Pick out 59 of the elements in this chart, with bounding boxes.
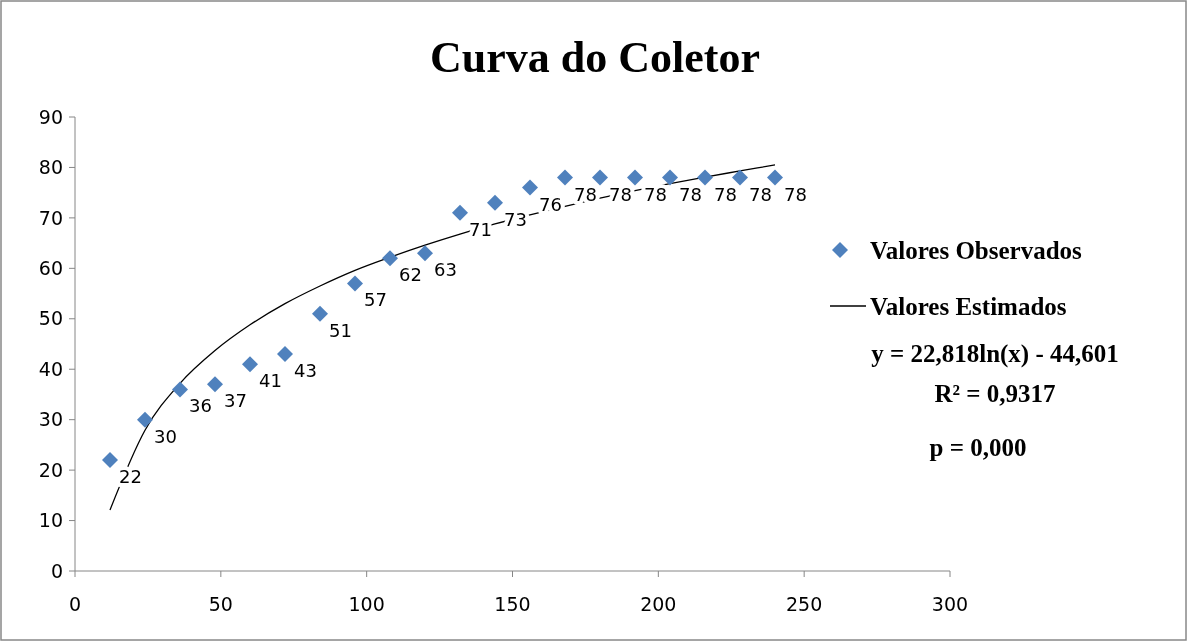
point: [137, 411, 153, 428]
data-label: 63: [434, 259, 457, 281]
y-tick-label: 70: [38, 206, 63, 229]
x-tick-label: 200: [640, 593, 677, 615]
point: [732, 169, 748, 186]
data-label: 30: [154, 425, 177, 447]
y-tick-label: 10: [38, 509, 63, 532]
annotation: R² = 0,9317: [934, 380, 1056, 407]
annotation: p = 0,000: [929, 434, 1027, 461]
point: [662, 169, 678, 186]
point: [627, 169, 643, 186]
point: [522, 179, 538, 196]
y-tick-label: 20: [38, 458, 63, 481]
point: [417, 245, 433, 262]
y-tick-label: 40: [38, 357, 63, 380]
x-tick-label: 50: [208, 593, 233, 615]
y-tick-label: 90: [38, 105, 63, 128]
chart-title: Curva do Coletor: [430, 33, 760, 82]
y-tick-label: 0: [50, 559, 63, 582]
data-label: 78: [784, 183, 807, 205]
point: [487, 194, 503, 211]
annotation: y = 22,818ln(x) - 44,601: [871, 340, 1119, 368]
y-tick-label: 50: [38, 307, 63, 330]
point: [207, 376, 223, 393]
point: [592, 169, 608, 186]
point: [697, 169, 713, 186]
legend-label: Valores Estimados: [870, 292, 1067, 320]
data-label: 43: [294, 360, 317, 382]
data-label: 78: [679, 183, 702, 205]
point: [172, 381, 188, 398]
y-tick-label: 30: [38, 408, 63, 431]
data-label: 37: [224, 390, 247, 412]
point: [102, 452, 118, 469]
x-tick-label: 150: [494, 593, 531, 615]
y-tick-label: 60: [38, 256, 63, 279]
x-tick-label: 250: [786, 593, 823, 615]
data-label: 78: [714, 183, 737, 205]
point: [382, 250, 398, 267]
point: [767, 169, 783, 186]
x-tick-label: 100: [348, 593, 385, 615]
point: [347, 275, 363, 292]
data-label: 57: [364, 289, 387, 311]
point: [277, 346, 293, 363]
x-tick-label: 0: [68, 593, 82, 615]
data-label: 78: [749, 183, 772, 205]
data-label: 78: [574, 183, 597, 205]
x-tick-label: 300: [931, 593, 969, 615]
data-label: 62: [399, 264, 422, 286]
point: [557, 169, 573, 186]
data-label: 78: [644, 183, 667, 205]
data-label: 51: [329, 319, 352, 341]
legend-label: Valores Observados: [870, 236, 1083, 264]
point: [242, 356, 258, 373]
point: [452, 204, 468, 221]
point: [312, 305, 328, 322]
data-label: 76: [539, 193, 562, 215]
y-tick-label: 80: [38, 156, 63, 179]
data-label: 41: [259, 370, 282, 392]
data-label: 36: [189, 395, 212, 417]
